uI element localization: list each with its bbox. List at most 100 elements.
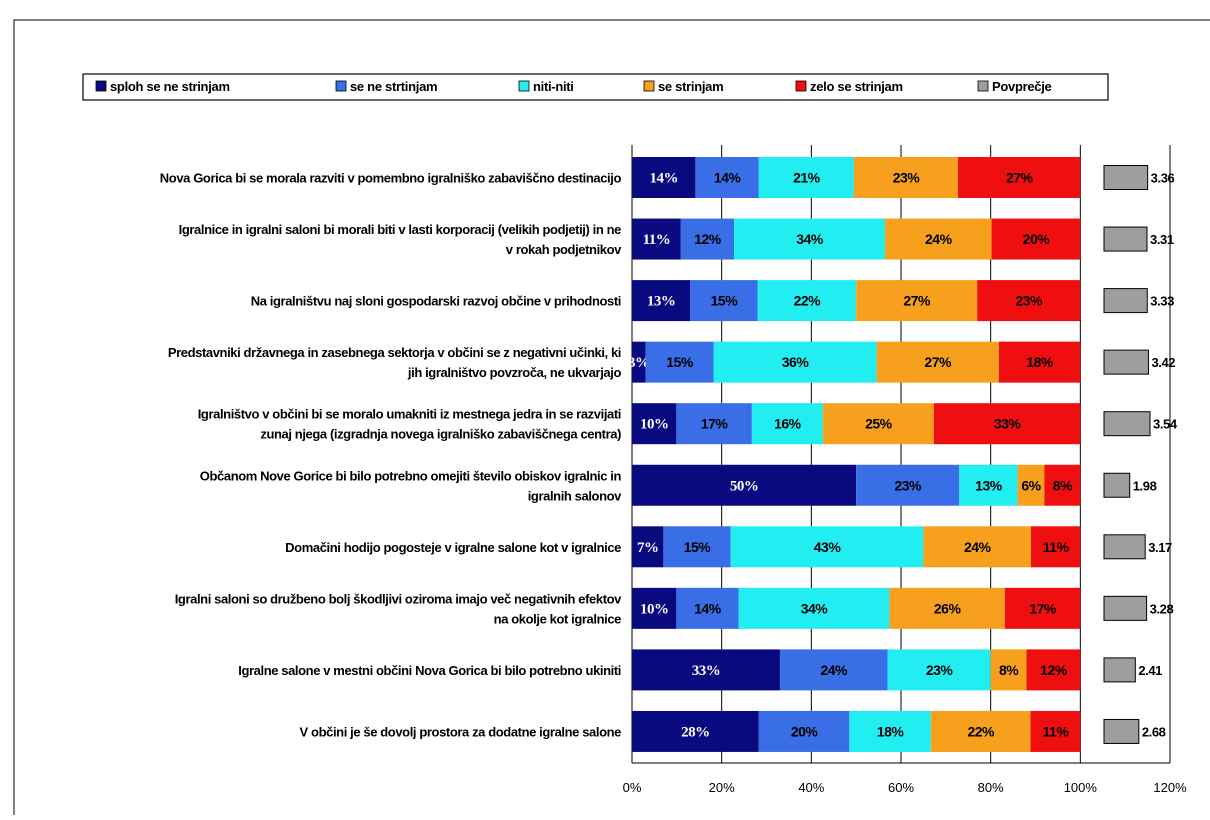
category-label: igralnih salonov (528, 488, 622, 503)
x-tick-label: 20% (709, 780, 735, 795)
bar-segment (853, 157, 959, 198)
bar-value-label: 23% (894, 477, 922, 493)
bar-segment (1030, 710, 1081, 752)
average-value-label: 3.31 (1150, 232, 1174, 247)
bar-value-label: 23% (926, 662, 954, 678)
bar-segment (758, 710, 850, 752)
category-label: Občanom Nove Gorice bi bilo potrebno ome… (200, 468, 622, 483)
category-label: zunaj njega (izgradnja novega igralniško… (260, 427, 621, 442)
bar-value-label: 25% (865, 416, 893, 432)
bar-segment (690, 280, 758, 322)
average-bar (1103, 657, 1136, 683)
bar-segment (680, 218, 735, 260)
average-value-label: 3.28 (1150, 601, 1174, 616)
bar-value-label: 27% (903, 293, 931, 309)
x-tick-label: 80% (978, 780, 1004, 795)
bar-segment (1031, 526, 1081, 568)
category-label: Nova Gorica bi se morala razviti v pomem… (160, 171, 622, 186)
bar-segment (885, 218, 992, 260)
bar-value-label: 24% (964, 539, 992, 555)
bar-segment (676, 587, 739, 629)
bar-segment (632, 710, 759, 752)
category-label: Na igralništvu naj sloni gospodarski raz… (251, 294, 621, 309)
bar-segment (856, 280, 978, 322)
bar-value-label: 27% (1006, 170, 1034, 186)
bar-value-label: 34% (796, 231, 824, 247)
category-label: Igralni saloni so družbeno bolj škodljiv… (175, 591, 622, 606)
legend-swatch (643, 80, 655, 92)
average-bar (1103, 718, 1140, 744)
bar-value-label: 6% (1021, 477, 1041, 493)
bar-value-label: 15% (684, 539, 712, 555)
bar-value-label: 23% (1016, 293, 1044, 309)
bar-segment (1004, 587, 1081, 629)
bar-value-label: 10% (640, 601, 669, 617)
bar-segment (889, 587, 1005, 629)
category-label: Predstavniki državnega in zasebnega sekt… (168, 345, 621, 360)
bar-value-label: 12% (694, 231, 722, 247)
bar-value-label: 26% (934, 600, 962, 616)
bar-segment (632, 341, 646, 383)
chart-frame (13, 19, 1210, 815)
bar-value-label: 14% (694, 600, 722, 616)
average-value-label: 3.17 (1148, 540, 1172, 555)
bar-segment (695, 157, 759, 198)
bar-segment (758, 157, 854, 198)
bar-segment (738, 587, 890, 629)
average-bar (1103, 472, 1131, 498)
x-tick-label: 100% (1064, 780, 1098, 795)
category-label: V občini je še dovolj prostora za dodatn… (300, 724, 622, 739)
bar-value-label: 34% (801, 600, 829, 616)
bar-value-label: 21% (793, 170, 821, 186)
bar-value-label: 16% (774, 416, 802, 432)
category-label: v rokah podjetnikov (506, 242, 622, 257)
bar-segment (713, 341, 877, 383)
bar-value-label: 24% (820, 662, 848, 678)
bar-value-label: 11% (1043, 539, 1070, 555)
bar-segment (849, 710, 931, 752)
bar-segment (632, 403, 677, 445)
average-value-label: 2.41 (1138, 663, 1162, 678)
legend-swatch (335, 80, 347, 92)
bar-value-label: 33% (994, 416, 1022, 432)
average-value-label: 3.54 (1153, 417, 1178, 432)
bar-segment (959, 464, 1018, 506)
legend-label: se strinjam (658, 79, 723, 94)
bar-segment (856, 464, 960, 506)
bar-segment (663, 526, 731, 568)
bar-value-label: 7% (637, 540, 659, 556)
bar-segment (632, 218, 681, 260)
category-label: jih igralništvo povzroča, ne ukvarjajo (407, 365, 622, 380)
average-value-label: 3.42 (1151, 355, 1175, 370)
bar-segment (645, 341, 714, 383)
bar-segment (1026, 649, 1081, 691)
bar-segment (923, 526, 1032, 568)
bar-segment (632, 464, 857, 506)
legend-box (82, 73, 1109, 101)
legend-swatch (95, 80, 107, 92)
legend-label: niti-niti (533, 79, 574, 94)
bar-segment (730, 526, 924, 568)
average-bar (1103, 226, 1148, 252)
bar-segment (876, 341, 999, 383)
bar-value-label: 11% (643, 232, 671, 248)
legend-label: zelo se strinjam (810, 79, 903, 94)
bar-value-label: 27% (924, 354, 952, 370)
legend-label: Povprečje (992, 79, 1052, 94)
bar-value-label: 17% (1029, 600, 1057, 616)
average-value-label: 2.68 (1142, 724, 1166, 739)
bar-value-label: 8% (1053, 477, 1073, 493)
bar-value-label: 17% (701, 416, 729, 432)
x-tick-label: 120% (1153, 780, 1187, 795)
bar-value-label: 13% (975, 477, 1003, 493)
bar-value-label: 15% (666, 354, 694, 370)
category-label: Igralnice in igralni saloni bi morali bi… (179, 222, 622, 237)
bar-segment (751, 403, 823, 445)
legend-swatch (518, 80, 530, 92)
bar-segment (676, 403, 752, 445)
bar-segment (998, 341, 1081, 383)
bar-segment (734, 218, 886, 260)
x-tick-label: 60% (888, 780, 914, 795)
